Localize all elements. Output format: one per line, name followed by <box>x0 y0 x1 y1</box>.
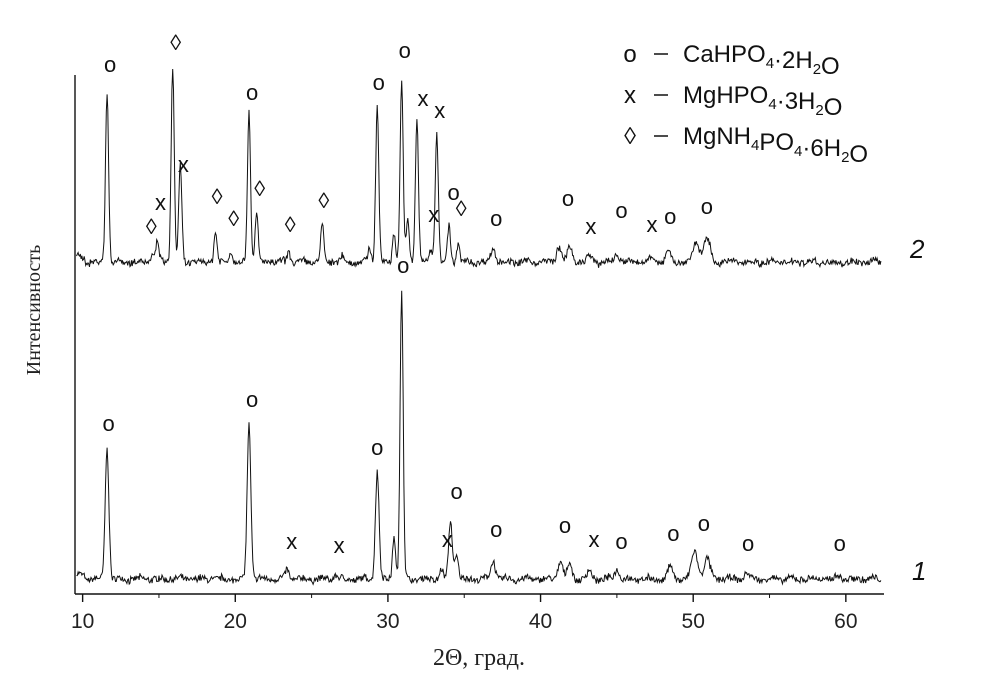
x-tick-label: 10 <box>71 610 94 633</box>
phase-marker: ◊ <box>318 188 329 213</box>
phase-marker: ◊ <box>228 206 239 231</box>
phase-marker: o <box>490 206 502 231</box>
legend-symbol: ◊ <box>624 123 636 150</box>
phase-marker: x <box>647 212 658 237</box>
phase-marker: o <box>246 80 258 105</box>
phase-marker: x <box>155 190 166 215</box>
x-tick-label: 40 <box>529 610 552 633</box>
curve-label-2: 2 <box>909 234 925 264</box>
phase-marker: ◊ <box>212 184 223 209</box>
phase-marker: o <box>102 411 114 436</box>
phase-marker: o <box>246 387 258 412</box>
phase-marker: x <box>434 98 445 123</box>
legend-label: MgNH4PO4·6H2O <box>683 123 868 168</box>
phase-marker: o <box>615 198 627 223</box>
legend: o CaHPO4·2H2O x MgHPO4·3H2O ◊ MgNH4PO4·6H2O <box>623 41 868 168</box>
phase-marker: o <box>104 52 116 77</box>
phase-marker: o <box>399 38 411 63</box>
legend-label: CaHPO4·2H2O <box>683 41 840 80</box>
x-tick-label: 60 <box>834 610 857 633</box>
legend-symbol: x <box>624 82 636 109</box>
phase-marker: o <box>742 531 754 556</box>
phase-marker: ◊ <box>254 176 265 201</box>
phase-marker: x <box>428 202 439 227</box>
phase-marker: o <box>667 521 679 546</box>
phase-marker: o <box>615 529 627 554</box>
curve-label-1: 1 <box>912 556 926 586</box>
phase-marker: o <box>447 180 459 205</box>
phase-marker: x <box>334 533 345 558</box>
phase-marker: o <box>490 517 502 542</box>
phase-marker: o <box>373 70 385 95</box>
axes-group: 10 20 30 40 50 60 2Θ, град. Интенсивность <box>23 75 884 671</box>
phase-marker: ◊ <box>146 214 157 239</box>
phase-marker: ◊ <box>456 196 467 221</box>
phase-marker: x <box>442 527 453 552</box>
phase-marker: o <box>701 194 713 219</box>
phase-marker: o <box>397 253 409 278</box>
phase-marker: o <box>371 435 383 460</box>
x-axis-title: 2Θ, град. <box>433 645 525 671</box>
phase-marker: o <box>834 531 846 556</box>
phase-marker: x <box>418 86 429 111</box>
x-tick-label: 50 <box>682 610 705 633</box>
phase-marker: o <box>664 204 676 229</box>
y-axis-title: Интенсивность <box>23 245 45 375</box>
curves-group <box>76 68 882 586</box>
phase-marker: x <box>286 529 297 554</box>
phase-marker: ◊ <box>285 212 296 237</box>
curve-1 <box>76 290 882 586</box>
phase-marker: ◊ <box>170 30 181 55</box>
legend-symbol: o <box>623 41 636 68</box>
phase-marker: o <box>698 511 710 536</box>
x-ticks-group: 10 20 30 40 50 60 <box>71 594 858 633</box>
legend-label: MgHPO4·3H2O <box>683 82 842 121</box>
phase-marker: x <box>585 214 596 239</box>
phase-marker: o <box>450 479 462 504</box>
x-tick-label: 20 <box>224 610 247 633</box>
phase-marker: x <box>589 527 600 552</box>
curve-2 <box>76 68 882 269</box>
phase-marker: o <box>562 186 574 211</box>
x-tick-label: 30 <box>376 610 399 633</box>
phase-marker: x <box>178 152 189 177</box>
phase-marker: o <box>559 513 571 538</box>
